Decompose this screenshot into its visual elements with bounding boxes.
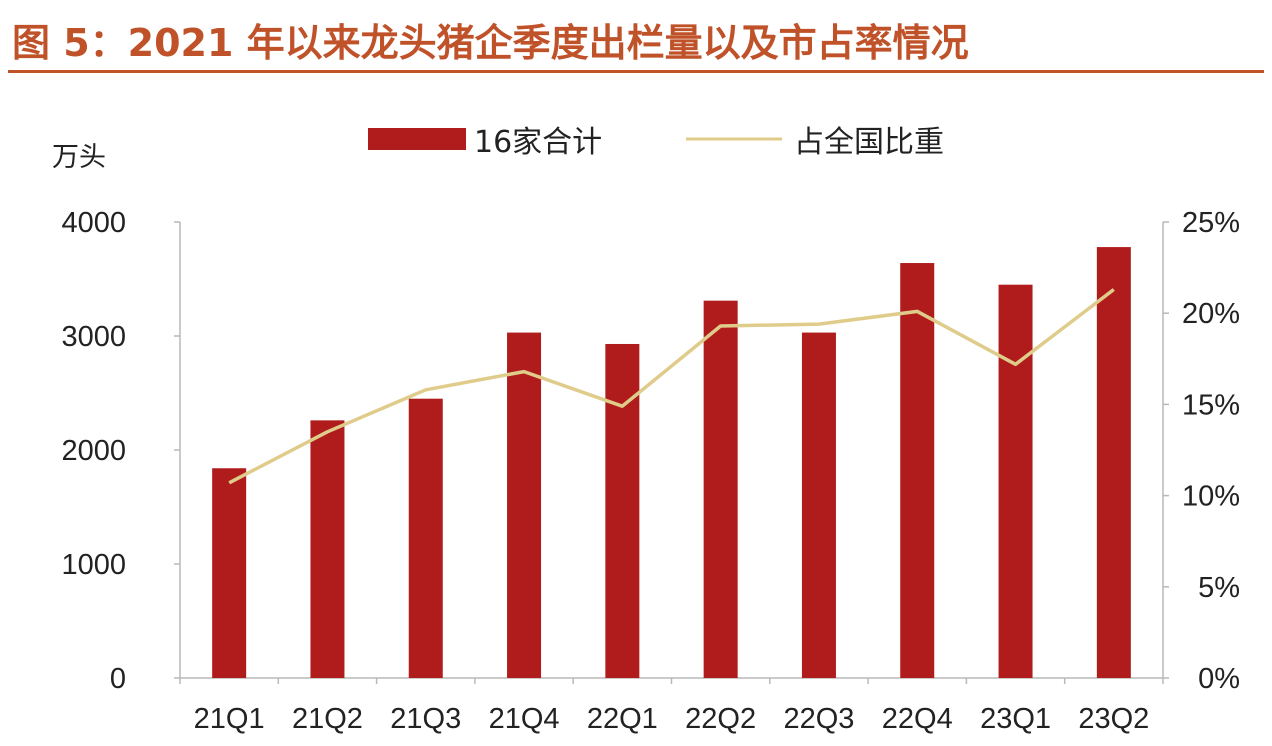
x-tick-label: 21Q2 (292, 703, 363, 735)
bar (801, 332, 836, 678)
bar (998, 284, 1033, 678)
title-rule (8, 70, 1264, 73)
legend-bar-label: 16家合计 (474, 125, 602, 160)
y-right-tick-label: 20% (1182, 298, 1240, 330)
y-right-tick-label: 5% (1198, 572, 1240, 604)
figure-title: 图 5：2021 年以来龙头猪企季度出栏量以及市占率情况 (12, 21, 969, 65)
legend-line-label: 占全国比重 (794, 125, 944, 160)
x-tick-label: 22Q1 (587, 703, 658, 735)
x-tick-label: 22Q4 (882, 703, 953, 735)
x-tick-label: 23Q1 (980, 703, 1051, 735)
bar (605, 343, 640, 678)
bar (507, 332, 542, 678)
bar (1096, 247, 1131, 678)
legend: 16家合计 占全国比重 (368, 125, 944, 160)
y-left-tick-label: 3000 (61, 321, 126, 353)
y-left-tick-label: 2000 (61, 435, 126, 467)
bar (900, 263, 935, 678)
bar (212, 468, 247, 678)
bar (703, 300, 738, 678)
plot-area: 0 1000 2000 3000 4000 0% 5% 10% 15% 20% 25% 21Q1 21Q… (61, 207, 1240, 735)
bar (310, 420, 345, 678)
y-right-tick-label: 15% (1182, 389, 1240, 421)
series-line (228, 288, 1115, 485)
x-tick-label: 21Q4 (489, 703, 560, 735)
x-tick-label: 23Q2 (1078, 703, 1149, 735)
legend-bar-swatch (368, 128, 466, 150)
x-tick-label: 21Q3 (390, 703, 461, 735)
y-left-tick-label: 1000 (61, 549, 126, 581)
x-tick-label: 21Q1 (194, 703, 265, 735)
x-tick-label: 22Q3 (783, 703, 854, 735)
y-right-tick-label: 0% (1198, 663, 1240, 695)
y-right-tick-label: 10% (1182, 481, 1240, 513)
bar (408, 398, 443, 678)
x-tick-label: 22Q2 (685, 703, 756, 735)
y-right-tick-label: 25% (1182, 207, 1240, 239)
y-left-tick-label: 0 (110, 663, 126, 695)
y-left-unit-label: 万头 (52, 142, 106, 173)
y-left-tick-label: 4000 (61, 207, 126, 239)
